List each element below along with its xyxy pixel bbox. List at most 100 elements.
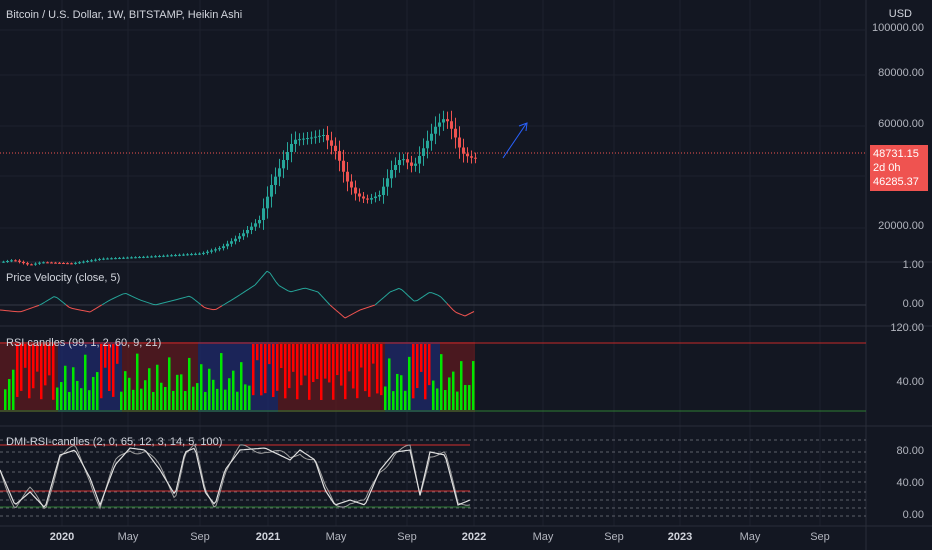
rsi-candle (20, 344, 23, 391)
rsi-candle (252, 344, 255, 396)
price-candle (246, 230, 249, 234)
rsi-candle (172, 390, 175, 410)
rsi-candle (204, 391, 207, 410)
price-low: 46285.37 (873, 176, 919, 188)
velocity-line-segment (389, 290, 394, 293)
price-candle (398, 160, 401, 165)
velocity-line-segment (335, 309, 340, 314)
velocity-line-segment (341, 315, 346, 319)
velocity-line-segment (215, 307, 220, 310)
price-candle (102, 258, 105, 260)
velocity-line-segment (233, 296, 238, 300)
price-candle (190, 254, 193, 256)
velocity-line-segment (350, 312, 355, 316)
velocity-line-segment (353, 311, 358, 314)
price-candle (2, 261, 5, 263)
time-axis-label: May (325, 531, 347, 543)
velocity-line-segment (23, 309, 28, 312)
price-candle (198, 253, 201, 255)
velocity-line-segment (125, 293, 130, 296)
velocity-line-segment (200, 304, 205, 308)
velocity-line-segment (143, 300, 148, 303)
rsi-candle (88, 390, 91, 410)
rsi-candle (40, 344, 43, 400)
rsi-candle (248, 385, 251, 410)
price-candle (258, 220, 261, 224)
velocity-line-segment (362, 307, 367, 310)
dmi-pane-title: DMI-RSI-candles (2, 0, 65, 12, 3, 14, 5,… (6, 436, 223, 448)
price-candle (290, 144, 293, 152)
price-candle (350, 181, 353, 188)
price-candle (470, 156, 473, 158)
velocity-line-segment (98, 304, 103, 308)
velocity-line-segment (263, 270, 268, 275)
velocity-line-segment (53, 296, 58, 299)
rsi-candle (52, 344, 55, 400)
velocity-line-segment (257, 277, 262, 282)
rsi-candle (216, 388, 219, 410)
price-candle (346, 171, 349, 182)
velocity-line-segment (431, 292, 436, 295)
rsi-candle (328, 344, 331, 383)
rsi-candle (244, 384, 247, 410)
time-axis-label: 2023 (667, 531, 693, 543)
price-candle (254, 223, 257, 227)
velocity-line-segment (422, 294, 427, 298)
rsi-candle (420, 344, 423, 372)
price-candle (106, 258, 109, 260)
dmi-axis-label: 0.00 (902, 509, 924, 521)
velocity-line-segment (146, 301, 151, 304)
price-candle (170, 255, 173, 257)
rsi-candle (436, 388, 439, 410)
price-candle (294, 139, 297, 144)
velocity-line-segment (380, 296, 385, 301)
time-axis-label: May (117, 531, 139, 543)
rsi-candle (72, 367, 75, 410)
rsi-candle (232, 370, 235, 410)
velocity-line-segment (149, 302, 154, 305)
rsi-candle (32, 344, 35, 389)
rsi-pane-title: RSI candles (99, 1, 2, 60, 9, 21) (6, 337, 162, 349)
rsi-candle (376, 344, 379, 394)
time-axis-label: Sep (190, 531, 210, 543)
rsi-candle (148, 368, 151, 410)
price-candle (162, 255, 165, 257)
rsi-candle (256, 344, 259, 361)
velocity-line-segment (290, 290, 295, 293)
rsi-candle (364, 344, 367, 392)
rsi-candle (156, 364, 159, 410)
velocity-line-segment (176, 298, 181, 300)
price-candle (46, 262, 49, 264)
rsi-candle (408, 356, 411, 410)
price-candle (50, 262, 53, 264)
price-candle (314, 136, 317, 138)
price-candle (82, 261, 85, 263)
rsi-candle (60, 382, 63, 410)
dmi-axis-label: 40.00 (896, 477, 924, 489)
price-candle (390, 170, 393, 179)
rsi-candle (188, 357, 191, 410)
velocity-line-segment (56, 297, 61, 301)
price-candle (146, 256, 149, 258)
velocity-line-segment (35, 304, 40, 307)
velocity-line-segment (20, 310, 25, 313)
price-candle (462, 147, 465, 154)
velocity-line-segment (41, 301, 46, 305)
time-axis-label: 2021 (255, 531, 281, 543)
price-candle (150, 256, 153, 258)
rsi-candle (308, 344, 311, 400)
rsi-candle (92, 376, 95, 410)
velocity-line-segment (254, 281, 259, 286)
price-candle (310, 137, 313, 139)
rsi-candle (180, 374, 183, 410)
rsi-candle (68, 391, 71, 410)
velocity-line-segment (266, 270, 271, 274)
velocity-line-segment (284, 288, 289, 292)
dmi-axis-label: 80.00 (896, 445, 924, 457)
velocity-line-segment (281, 286, 286, 290)
rsi-candle (276, 344, 279, 391)
rsi-candle (380, 344, 383, 396)
velocity-line-segment (326, 301, 331, 306)
rsi-candle (160, 382, 163, 410)
